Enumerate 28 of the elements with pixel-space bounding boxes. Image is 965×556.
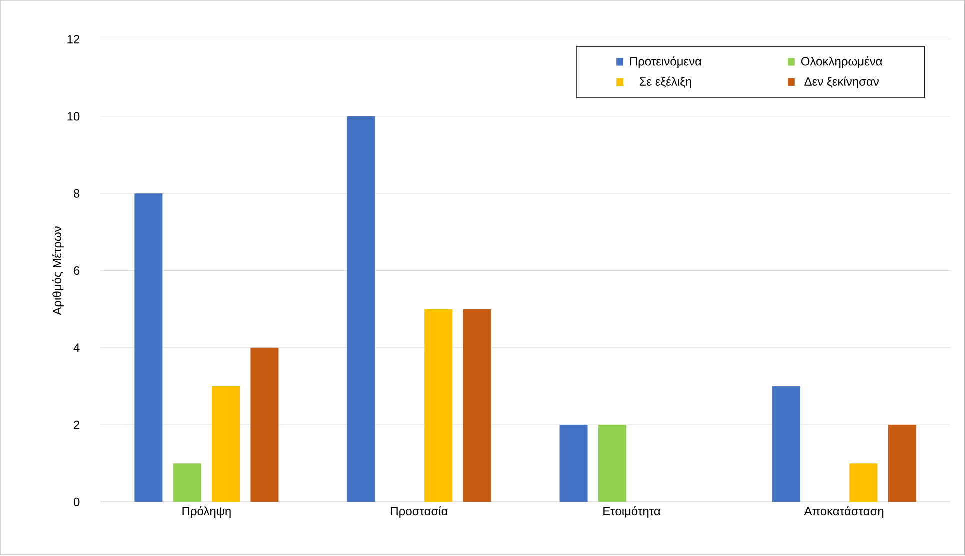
x-tick-label: Πρόληψη [182,506,231,518]
legend-label: Ολοκληρωμένα [801,56,882,68]
y-tick-label: 4 [74,344,80,352]
x-tick-label: Αποκατάσταση [804,506,884,518]
bar [347,116,376,502]
y-tick-label: 6 [74,266,80,276]
bar [424,310,453,502]
x-tick-label: Προστασία [391,506,448,518]
legend-label: Δεν ξεκίνησαν [804,77,879,89]
bar [463,310,492,502]
y-tick-label: 12 [68,35,80,44]
y-tick-label: 0 [74,498,80,507]
y-tick-label: 2 [74,421,80,430]
y-tick-label: 8 [74,190,80,198]
bar [888,425,916,502]
bar [212,386,240,502]
bar [560,425,588,502]
legend-label: Σε εξέλιξη [640,77,692,89]
bar [250,348,279,502]
y-tick-label: 10 [68,112,80,121]
bar [850,464,878,502]
bar [772,386,800,502]
y-axis-title: Αριθμός Μέτρων [52,226,64,316]
bar [134,194,163,502]
bar [173,464,202,502]
legend-label: Προτεινόμενα [630,56,702,68]
bar [598,425,626,502]
x-tick-label: Ετοιμότητα [604,506,661,518]
